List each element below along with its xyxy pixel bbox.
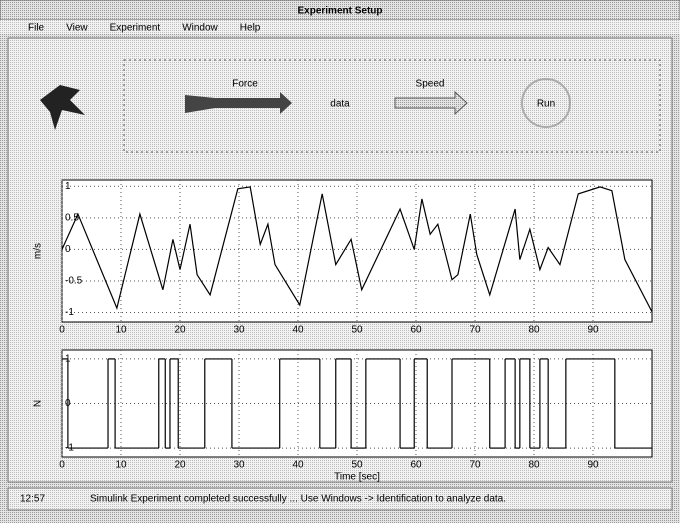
x-tick-label: 90 xyxy=(587,325,599,336)
x-tick-label: 70 xyxy=(469,460,481,471)
force-arrow[interactable] xyxy=(185,92,292,114)
x-tick-label: 40 xyxy=(292,325,304,336)
x-tick-label: 20 xyxy=(174,460,186,471)
x-tick-label: 20 xyxy=(174,325,186,336)
x-tick-label: 80 xyxy=(528,325,540,336)
speed-label: Speed xyxy=(416,79,445,90)
plot-area xyxy=(61,349,653,458)
y-tick-label: -1 xyxy=(65,307,74,318)
menu-bar xyxy=(0,20,680,34)
y-tick-label: 0 xyxy=(65,244,71,255)
x-tick-label: 90 xyxy=(587,460,599,471)
speed-arrow[interactable] xyxy=(394,90,468,116)
menu-item[interactable]: Experiment xyxy=(110,23,161,34)
x-tick-label: 10 xyxy=(115,325,127,336)
y-axis-label: m/s xyxy=(33,243,44,259)
x-tick-label: 40 xyxy=(292,460,304,471)
window-title: Experiment Setup xyxy=(297,6,382,17)
status-bar xyxy=(7,487,673,511)
status-message: Simulink Experiment completed successful… xyxy=(90,494,506,505)
data-label: data xyxy=(330,99,350,110)
x-tick-label: 70 xyxy=(469,325,481,336)
menu-item[interactable]: Window xyxy=(182,23,218,34)
x-tick-label: 10 xyxy=(115,460,127,471)
menu-item[interactable]: Help xyxy=(240,23,261,34)
setup-box xyxy=(123,59,661,153)
x-tick-label: 60 xyxy=(410,325,422,336)
x-tick-label: 50 xyxy=(351,325,363,336)
x-tick-label: 0 xyxy=(59,325,65,336)
menu-item[interactable]: File xyxy=(28,23,45,34)
plot-area xyxy=(61,179,653,323)
status-time: 12:57 xyxy=(20,494,45,505)
x-axis-label: Time [sec] xyxy=(334,472,380,483)
menu-item[interactable]: View xyxy=(66,23,88,34)
x-tick-label: 50 xyxy=(351,460,363,471)
x-tick-label: 80 xyxy=(528,460,540,471)
y-tick-label: 0.5 xyxy=(65,213,79,224)
speed-line xyxy=(61,186,653,313)
y-axis-label: N xyxy=(33,400,44,407)
x-tick-label: 0 xyxy=(59,460,65,471)
force-label: Force xyxy=(232,79,258,90)
x-tick-label: 30 xyxy=(233,460,245,471)
joystick-shape[interactable] xyxy=(40,85,85,130)
joystick-icon[interactable] xyxy=(40,85,85,130)
run-button[interactable] xyxy=(521,78,571,128)
y-tick-label: 1 xyxy=(65,181,71,192)
y-tick-label: -0.5 xyxy=(65,276,83,287)
run-label[interactable]: Run xyxy=(537,99,555,110)
x-tick-label: 30 xyxy=(233,325,245,336)
x-tick-label: 60 xyxy=(410,460,422,471)
